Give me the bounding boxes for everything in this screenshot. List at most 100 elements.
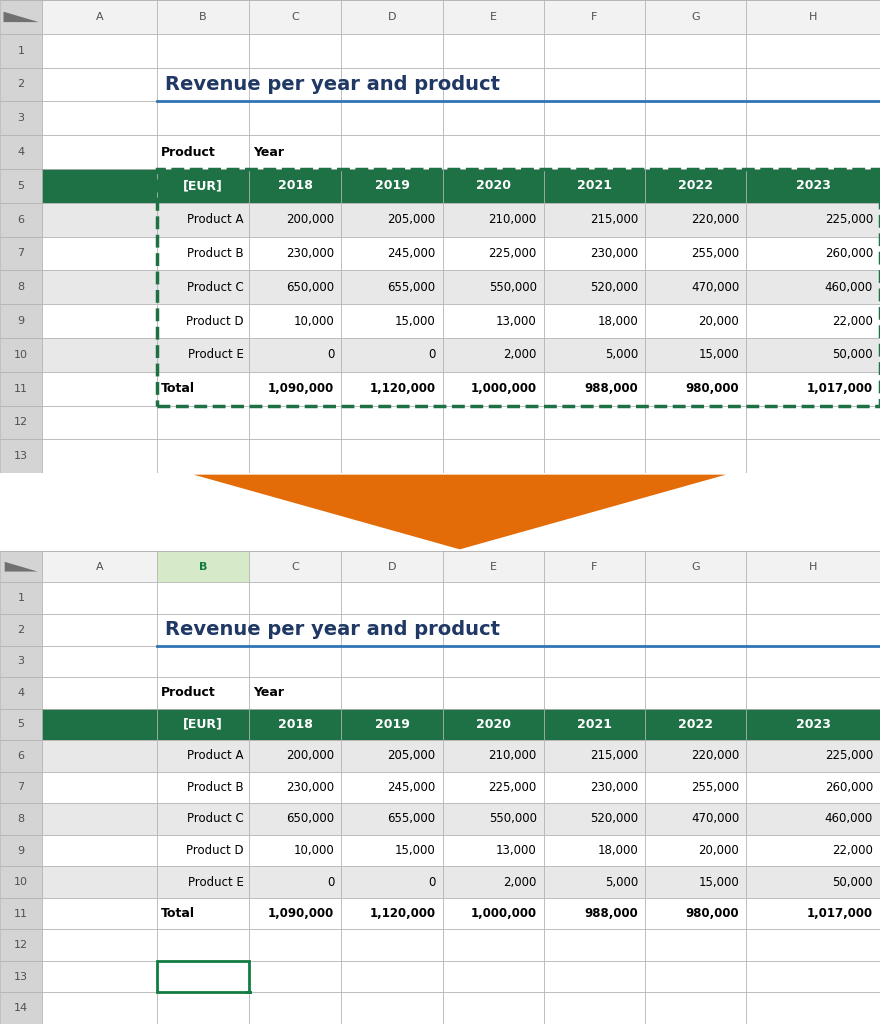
Text: 215,000: 215,000	[590, 750, 638, 763]
Text: E: E	[490, 12, 496, 22]
Text: 1: 1	[18, 593, 25, 603]
Bar	[443, 68, 544, 101]
Bar	[0, 866, 42, 898]
Text: 200,000: 200,000	[286, 213, 334, 226]
Bar	[645, 270, 746, 304]
Text: 245,000: 245,000	[387, 247, 436, 260]
Bar	[746, 406, 880, 439]
Text: 2: 2	[18, 625, 25, 635]
Bar	[249, 406, 341, 439]
Bar	[249, 645, 341, 677]
Bar	[42, 709, 157, 740]
Text: 4: 4	[18, 147, 25, 157]
Text: 205,000: 205,000	[387, 750, 436, 763]
Text: 2: 2	[18, 80, 25, 89]
Bar	[42, 961, 157, 992]
Text: 2021: 2021	[577, 718, 612, 731]
Bar	[645, 961, 746, 992]
Text: C: C	[291, 562, 299, 571]
Bar	[645, 772, 746, 803]
Text: 470,000: 470,000	[691, 812, 739, 825]
Bar	[0, 304, 42, 338]
Text: 1,000,000: 1,000,000	[471, 382, 537, 395]
Bar	[157, 677, 249, 709]
Text: 980,000: 980,000	[686, 382, 739, 395]
Bar	[157, 961, 249, 992]
Bar	[645, 740, 746, 772]
Bar	[42, 677, 157, 709]
Bar	[544, 866, 645, 898]
Text: 260,000: 260,000	[825, 247, 873, 260]
Text: [EUR]: [EUR]	[183, 718, 223, 731]
Bar	[443, 961, 544, 992]
Bar	[341, 0, 443, 34]
Text: 215,000: 215,000	[590, 213, 638, 226]
Bar	[249, 68, 341, 101]
Bar	[645, 930, 746, 961]
Bar	[544, 614, 645, 645]
Text: 655,000: 655,000	[387, 281, 436, 294]
Text: 12: 12	[14, 418, 28, 427]
Bar	[341, 304, 443, 338]
Text: 50,000: 50,000	[832, 348, 873, 361]
Bar	[0, 0, 42, 34]
Bar	[746, 709, 880, 740]
Bar	[645, 406, 746, 439]
Bar	[746, 338, 880, 372]
Bar	[157, 961, 249, 992]
Text: 1,017,000: 1,017,000	[807, 382, 873, 395]
Bar	[249, 304, 341, 338]
Bar	[249, 898, 341, 930]
Text: 5,000: 5,000	[605, 348, 638, 361]
Bar	[341, 740, 443, 772]
Bar	[42, 772, 157, 803]
Bar	[0, 372, 42, 406]
Bar	[0, 645, 42, 677]
Text: 2023: 2023	[796, 718, 831, 731]
Bar	[0, 338, 42, 372]
Bar	[341, 898, 443, 930]
Bar	[157, 772, 249, 803]
Bar	[341, 677, 443, 709]
Text: 210,000: 210,000	[488, 750, 537, 763]
Bar	[341, 930, 443, 961]
Bar	[544, 372, 645, 406]
Text: Product C: Product C	[187, 812, 244, 825]
Bar	[0, 835, 42, 866]
Bar	[746, 203, 880, 237]
Text: A: A	[96, 12, 103, 22]
Text: 15,000: 15,000	[395, 844, 436, 857]
Bar	[249, 583, 341, 614]
Bar	[0, 169, 42, 203]
Text: 520,000: 520,000	[590, 812, 638, 825]
Bar	[341, 645, 443, 677]
Bar	[645, 203, 746, 237]
Bar	[544, 835, 645, 866]
Bar	[645, 866, 746, 898]
Text: 225,000: 225,000	[488, 781, 537, 794]
Bar	[157, 709, 249, 740]
Bar	[746, 0, 880, 34]
Text: 22,000: 22,000	[832, 844, 873, 857]
Bar	[246, 991, 252, 994]
Bar	[341, 34, 443, 68]
Bar	[157, 0, 249, 34]
Text: 12: 12	[14, 940, 28, 950]
Text: 18,000: 18,000	[598, 844, 638, 857]
Bar	[645, 709, 746, 740]
Text: Product B: Product B	[187, 247, 244, 260]
Bar	[645, 338, 746, 372]
Text: 470,000: 470,000	[691, 281, 739, 294]
Text: H: H	[809, 562, 818, 571]
Bar	[42, 551, 157, 583]
Text: 255,000: 255,000	[691, 247, 739, 260]
Bar	[157, 551, 249, 583]
Bar	[544, 203, 645, 237]
Bar	[443, 866, 544, 898]
Text: 6: 6	[18, 751, 25, 761]
Text: 7: 7	[18, 249, 25, 258]
Text: Total: Total	[161, 907, 195, 921]
Bar	[443, 34, 544, 68]
Bar	[544, 270, 645, 304]
Bar	[42, 992, 157, 1024]
